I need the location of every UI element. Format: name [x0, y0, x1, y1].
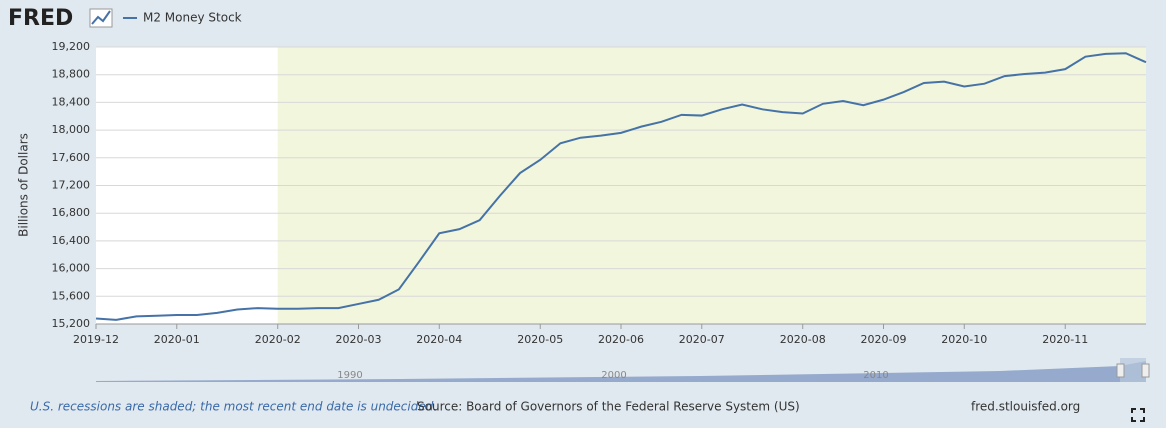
x-tick-label: 2020-05	[517, 333, 563, 346]
y-tick-label: 15,600	[52, 289, 91, 302]
recession-note: U.S. recessions are shaded; the most rec…	[30, 400, 437, 414]
logo: FRED	[8, 6, 73, 31]
y-tick-label: 18,800	[52, 68, 91, 81]
y-tick-label: 18,400	[52, 95, 91, 108]
plot-area	[95, 46, 1147, 325]
data-line	[95, 52, 1147, 321]
fullscreen-icon[interactable]	[1131, 408, 1145, 422]
legend-label[interactable]: M2 Money Stock	[143, 11, 242, 25]
y-axis-label: Billions of Dollars	[17, 133, 31, 237]
y-tick-label: 15,200	[52, 317, 91, 330]
navigator-label: 1990	[337, 370, 362, 381]
logo-icon	[89, 8, 113, 28]
site[interactable]: fred.stlouisfed.org	[971, 400, 1080, 414]
y-tick-label: 16,800	[52, 206, 91, 219]
x-tick-label: 2020-01	[154, 333, 200, 346]
x-tick-label: 2020-07	[679, 333, 725, 346]
navigator-label: 2010	[863, 370, 888, 381]
x-tick-label: 2020-08	[780, 333, 826, 346]
x-tick-label: 2020-11	[1042, 333, 1088, 346]
x-tick-label: 2020-02	[255, 333, 301, 346]
navigator	[96, 358, 1150, 382]
y-tick-label: 19,200	[52, 40, 91, 53]
navigator-label: 2000	[601, 370, 626, 381]
y-tick-label: 17,200	[52, 179, 91, 192]
source: Source: Board of Governors of the Federa…	[417, 400, 800, 414]
y-tick-label: 18,000	[52, 123, 91, 136]
x-tick-label: 2020-04	[416, 333, 462, 346]
x-tick-label: 2019-12	[73, 333, 119, 346]
y-tick-label: 16,400	[52, 234, 91, 247]
x-tick-label: 2020-10	[941, 333, 987, 346]
y-tick-label: 17,600	[52, 151, 91, 164]
y-tick-label: 16,000	[52, 262, 91, 275]
x-tick-label: 2020-06	[598, 333, 644, 346]
x-tick-label: 2020-03	[336, 333, 382, 346]
x-tick-label: 2020-09	[861, 333, 907, 346]
